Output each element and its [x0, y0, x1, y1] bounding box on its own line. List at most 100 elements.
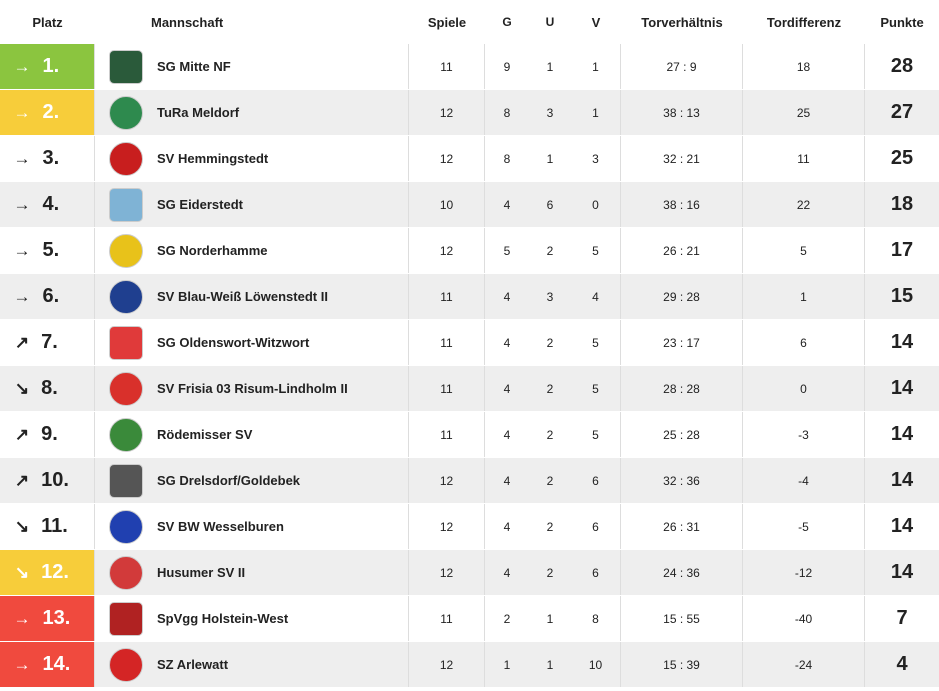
trend-arrow-icon: → — [13, 240, 31, 260]
sz-arlewatt-crest-icon[interactable] — [109, 647, 143, 682]
table-row[interactable]: ↘ 11. SV BW Wesselburen 12 4 2 6 26 : 31 -5 14 — [0, 504, 939, 550]
torverhaeltnis-value: 38 : 13 — [621, 90, 743, 135]
torverhaeltnis-value: 15 : 55 — [621, 596, 743, 641]
table-row[interactable]: → 14. SZ Arlewatt 12 1 1 10 15 : 39 -24 4 — [0, 642, 939, 688]
u-value: 2 — [546, 519, 554, 534]
trend-arrow-icon: → — [13, 608, 31, 628]
sv-frisia-crest-icon[interactable] — [109, 371, 143, 406]
punkte-value: 14 — [890, 377, 914, 399]
rank-number: 12. — [41, 561, 69, 583]
rank-number: 8. — [41, 377, 58, 399]
sg-mitte-nf-crest-icon[interactable] — [109, 49, 143, 84]
u-value: 6 — [546, 197, 554, 212]
spiele-value: 11 — [409, 596, 485, 641]
v-value: 3 — [571, 136, 621, 181]
g-value: 1 — [503, 657, 511, 672]
u-value: 1 — [546, 611, 554, 626]
table-row[interactable]: ↗ 10. SG Drelsdorf/Goldebek 12 4 2 6 32 : 36 -4 1… — [0, 458, 939, 504]
trend-arrow-icon: → — [13, 148, 31, 168]
team-name[interactable]: SG Drelsdorf/Goldebek — [157, 458, 409, 503]
table-row[interactable]: ↗ 9. Rödemisser SV 11 4 2 5 25 : 28 -3 14 — [0, 412, 939, 458]
rank-cell: → 5. — [0, 228, 95, 273]
team-name[interactable]: SG Mitte NF — [157, 44, 409, 89]
v-value: 5 — [571, 320, 621, 365]
spvgg-holstein-west-crest-icon[interactable] — [109, 601, 143, 636]
torverhaeltnis-value: 26 : 31 — [621, 504, 743, 549]
v-value: 1 — [571, 90, 621, 135]
rank-cell: → 6. — [0, 274, 95, 319]
sg-oldenswort-crest-icon[interactable] — [109, 325, 143, 360]
sv-bw-wesselburen-crest-icon[interactable] — [109, 509, 143, 544]
table-row[interactable]: ↘ 12. Husumer SV II 12 4 2 6 24 : 36 -12 14 — [0, 550, 939, 596]
v-value: 10 — [571, 642, 621, 687]
spiele-value: 12 — [409, 504, 485, 549]
trend-arrow-icon: ↗ — [14, 470, 30, 490]
rank-number: 10. — [41, 469, 69, 491]
u-value: 2 — [546, 427, 554, 442]
logo-cell — [95, 320, 157, 365]
table-row[interactable]: → 5. SG Norderhamme 12 5 2 5 26 : 21 5 17 — [0, 228, 939, 274]
logo-cell — [95, 228, 157, 273]
logo-cell — [95, 596, 157, 641]
team-name[interactable]: SV Frisia 03 Risum-Lindholm II — [157, 366, 409, 411]
table-row[interactable]: → 3. SV Hemmingstedt 12 8 1 3 32 : 21 11 25 — [0, 136, 939, 182]
team-name[interactable]: SV Hemmingstedt — [157, 136, 409, 181]
v-value: 5 — [571, 366, 621, 411]
tordifferenz-value: 18 — [743, 44, 865, 89]
table-row[interactable]: → 13. SpVgg Holstein-West 11 2 1 8 15 : 55 -40 7 — [0, 596, 939, 642]
torverhaeltnis-value: 32 : 36 — [621, 458, 743, 503]
torverhaeltnis-value: 26 : 21 — [621, 228, 743, 273]
tura-meldorf-crest-icon[interactable] — [109, 95, 143, 130]
spiele-value: 11 — [409, 366, 485, 411]
punkte-value: 14 — [890, 423, 914, 445]
table-row[interactable]: ↗ 7. SG Oldenswort-Witzwort 11 4 2 5 23 : 17 6 14 — [0, 320, 939, 366]
team-name[interactable]: SpVgg Holstein-West — [157, 596, 409, 641]
table-row[interactable]: → 2. TuRa Meldorf 12 8 3 1 38 : 13 25 27 — [0, 90, 939, 136]
sg-norderhamme-crest-icon[interactable] — [109, 233, 143, 268]
sv-loewenstedt-crest-icon[interactable] — [109, 279, 143, 314]
v-value: 1 — [571, 44, 621, 89]
table-body: → 1. SG Mitte NF 11 9 1 1 27 : 9 18 28 → 2. TuRa Mel… — [0, 44, 939, 688]
table-row[interactable]: ↘ 8. SV Frisia 03 Risum-Lindholm II 11 4 2 5 28… — [0, 366, 939, 412]
tordifferenz-value: 6 — [743, 320, 865, 365]
g-value: 4 — [503, 335, 511, 350]
team-name[interactable]: SG Norderhamme — [157, 228, 409, 273]
u-value: 1 — [546, 657, 554, 672]
team-name[interactable]: Rödemisser SV — [157, 412, 409, 457]
punkte-value: 27 — [890, 101, 914, 123]
team-name[interactable]: SZ Arlewatt — [157, 642, 409, 687]
u-value: 2 — [546, 381, 554, 396]
table-row[interactable]: → 4. SG Eiderstedt 10 4 6 0 38 : 16 22 18 — [0, 182, 939, 228]
roedemisser-sv-crest-icon[interactable] — [109, 417, 143, 452]
sg-eiderstedt-crest-icon[interactable] — [109, 187, 143, 222]
spiele-value: 11 — [409, 44, 485, 89]
rank-cell: → 3. — [0, 136, 95, 181]
spiele-value: 11 — [409, 274, 485, 319]
tordifferenz-value: -40 — [743, 596, 865, 641]
logo-cell — [95, 504, 157, 549]
tordifferenz-value: 0 — [743, 366, 865, 411]
rank-number: 13. — [42, 607, 71, 629]
team-name[interactable]: Husumer SV II — [157, 550, 409, 595]
team-name[interactable]: SG Eiderstedt — [157, 182, 409, 227]
g-value: 4 — [503, 473, 511, 488]
sv-hemmingstedt-crest-icon[interactable] — [109, 141, 143, 176]
spiele-value: 11 — [409, 320, 485, 365]
tordifferenz-value: -12 — [743, 550, 865, 595]
punkte-value: 4 — [896, 653, 908, 675]
torverhaeltnis-value: 28 : 28 — [621, 366, 743, 411]
trend-arrow-icon: ↗ — [14, 424, 30, 444]
u-value: 2 — [546, 243, 554, 258]
team-name[interactable]: SV BW Wesselburen — [157, 504, 409, 549]
husumer-sv-crest-icon[interactable] — [109, 555, 143, 590]
team-name[interactable]: SV Blau-Weiß Löwenstedt II — [157, 274, 409, 319]
table-row[interactable]: → 1. SG Mitte NF 11 9 1 1 27 : 9 18 28 — [0, 44, 939, 90]
logo-cell — [95, 366, 157, 411]
torverhaeltnis-value: 23 : 17 — [621, 320, 743, 365]
header-mannschaft: Mannschaft — [151, 14, 224, 30]
trend-arrow-icon: ↘ — [14, 516, 30, 536]
team-name[interactable]: SG Oldenswort-Witzwort — [157, 320, 409, 365]
sg-drelsdorf-crest-icon[interactable] — [109, 463, 143, 498]
table-row[interactable]: → 6. SV Blau-Weiß Löwenstedt II 11 4 3 4 29 : 2… — [0, 274, 939, 320]
team-name[interactable]: TuRa Meldorf — [157, 90, 409, 135]
